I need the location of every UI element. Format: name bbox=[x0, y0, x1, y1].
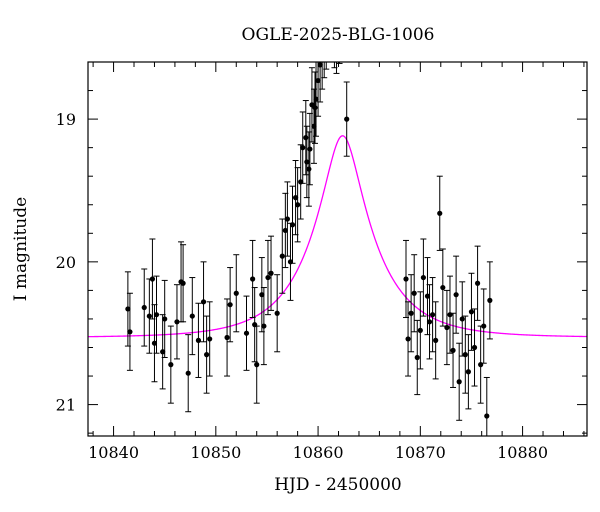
data-point bbox=[433, 337, 439, 343]
data-point bbox=[189, 313, 195, 319]
data-point bbox=[471, 344, 478, 351]
data-point bbox=[424, 293, 431, 299]
data-point bbox=[250, 276, 256, 282]
data-point bbox=[146, 313, 152, 319]
data-point bbox=[459, 316, 465, 322]
data-point bbox=[300, 145, 306, 151]
data-point bbox=[307, 146, 313, 152]
data-point bbox=[224, 334, 230, 341]
data-point bbox=[313, 96, 319, 102]
data-point bbox=[312, 105, 318, 111]
data-point bbox=[456, 379, 462, 385]
data-point bbox=[279, 253, 285, 259]
data-point bbox=[462, 352, 468, 358]
data-point bbox=[437, 210, 443, 216]
y-tick-label: 20 bbox=[56, 253, 76, 272]
data-point bbox=[468, 309, 475, 315]
data-point bbox=[450, 347, 456, 353]
data-point bbox=[420, 274, 426, 281]
data-points bbox=[124, 62, 493, 436]
data-point bbox=[162, 316, 168, 322]
data-point bbox=[304, 159, 310, 165]
data-point bbox=[153, 312, 160, 318]
plot-frame bbox=[87, 61, 588, 437]
data-point bbox=[429, 312, 436, 318]
data-point bbox=[254, 362, 260, 368]
data-point bbox=[289, 222, 296, 228]
data-point bbox=[151, 340, 158, 346]
data-point bbox=[414, 354, 420, 361]
data-point bbox=[282, 227, 288, 234]
data-point bbox=[268, 270, 274, 276]
chart-title: OGLE-2025-BLG-1006 bbox=[242, 25, 435, 45]
data-point bbox=[180, 280, 186, 286]
data-point bbox=[141, 304, 147, 311]
data-point bbox=[303, 135, 309, 141]
data-point bbox=[233, 290, 239, 296]
data-point bbox=[261, 323, 267, 329]
data-point bbox=[243, 330, 250, 336]
data-point bbox=[274, 310, 280, 316]
data-point bbox=[405, 336, 411, 342]
data-point bbox=[195, 337, 202, 343]
data-point bbox=[127, 329, 133, 335]
data-point bbox=[149, 276, 156, 282]
data-point bbox=[484, 413, 490, 419]
data-point bbox=[453, 292, 459, 298]
data-point bbox=[465, 369, 471, 375]
data-point bbox=[411, 290, 417, 296]
y-tick-label: 19 bbox=[56, 110, 76, 129]
data-point bbox=[440, 284, 446, 291]
x-tick-label: 10860 bbox=[293, 443, 344, 462]
data-point bbox=[204, 352, 210, 358]
data-point bbox=[306, 166, 312, 172]
data-point bbox=[207, 336, 213, 342]
x-tick-label: 10880 bbox=[497, 443, 548, 462]
data-point bbox=[125, 306, 131, 312]
y-tick-label: 21 bbox=[56, 396, 76, 415]
data-point bbox=[174, 319, 180, 325]
data-point bbox=[292, 195, 299, 201]
data-point bbox=[259, 292, 265, 298]
data-point bbox=[295, 202, 301, 208]
plot-layer bbox=[88, 62, 587, 436]
axes-layer: 10840 10850 10860 10870 10880 19 20 21 bbox=[56, 61, 587, 462]
data-point bbox=[403, 276, 409, 282]
data-point bbox=[426, 319, 433, 325]
y-axis-label: I magnitude bbox=[11, 197, 31, 301]
data-point bbox=[265, 274, 271, 281]
data-point bbox=[344, 116, 350, 122]
data-point bbox=[200, 299, 207, 305]
data-point bbox=[487, 297, 493, 303]
data-point bbox=[227, 302, 233, 308]
x-tick-label: 10840 bbox=[88, 443, 139, 462]
data-point bbox=[474, 280, 481, 286]
data-point bbox=[284, 216, 290, 222]
x-tick-label: 10870 bbox=[395, 443, 446, 462]
data-point bbox=[417, 327, 423, 333]
data-point bbox=[481, 323, 487, 329]
data-point bbox=[444, 324, 450, 331]
data-point bbox=[185, 370, 191, 376]
data-point bbox=[408, 310, 414, 316]
x-tick-label: 10850 bbox=[190, 443, 241, 462]
data-point bbox=[160, 349, 166, 355]
data-point bbox=[168, 362, 174, 368]
data-point bbox=[315, 77, 321, 84]
data-point bbox=[317, 62, 323, 68]
x-axis-label: HJD - 2450000 bbox=[274, 475, 402, 495]
